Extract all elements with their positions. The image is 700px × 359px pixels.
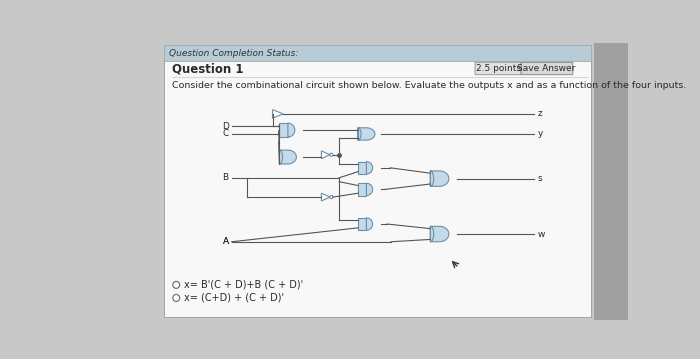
- Text: Question Completion Status:: Question Completion Status:: [169, 49, 299, 59]
- Polygon shape: [321, 193, 330, 201]
- FancyBboxPatch shape: [164, 45, 592, 317]
- Polygon shape: [358, 218, 367, 230]
- Polygon shape: [279, 150, 296, 164]
- Text: y: y: [538, 130, 542, 139]
- Text: Question 1: Question 1: [172, 63, 243, 76]
- Text: D: D: [222, 122, 229, 131]
- Polygon shape: [358, 128, 375, 140]
- Circle shape: [330, 196, 333, 199]
- Text: B: B: [223, 173, 229, 182]
- Text: s: s: [538, 174, 542, 183]
- Text: 2.5 points: 2.5 points: [475, 64, 521, 73]
- Polygon shape: [279, 123, 288, 137]
- Text: Consider the combinational circuit shown below. Evaluate the outputs x and as a : Consider the combinational circuit shown…: [172, 81, 686, 90]
- Polygon shape: [367, 183, 372, 196]
- Circle shape: [173, 294, 180, 302]
- Circle shape: [330, 153, 333, 156]
- Text: A: A: [223, 237, 229, 246]
- Text: C: C: [223, 130, 229, 139]
- Text: Save Answer: Save Answer: [517, 64, 576, 73]
- FancyBboxPatch shape: [522, 62, 573, 75]
- Polygon shape: [358, 162, 367, 174]
- Text: A: A: [223, 237, 229, 246]
- Polygon shape: [321, 151, 330, 159]
- Text: x= B'(C + D)+B (C + D)': x= B'(C + D)+B (C + D)': [184, 280, 303, 290]
- Polygon shape: [430, 171, 449, 186]
- Polygon shape: [367, 218, 372, 230]
- FancyBboxPatch shape: [164, 45, 592, 61]
- Text: w: w: [538, 229, 545, 238]
- Polygon shape: [358, 183, 367, 196]
- FancyBboxPatch shape: [475, 62, 522, 75]
- Text: z: z: [538, 109, 542, 118]
- Text: x= (C+D) + (C + D)': x= (C+D) + (C + D)': [184, 293, 284, 303]
- Polygon shape: [288, 123, 295, 137]
- FancyBboxPatch shape: [594, 43, 629, 320]
- Circle shape: [173, 281, 180, 288]
- Polygon shape: [272, 110, 284, 118]
- Polygon shape: [367, 162, 372, 174]
- Polygon shape: [430, 226, 449, 242]
